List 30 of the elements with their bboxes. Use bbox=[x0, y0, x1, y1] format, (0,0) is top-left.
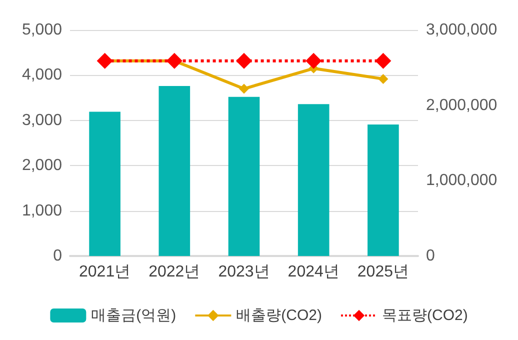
y-tick-label: 1,000 bbox=[22, 202, 62, 220]
legend-label: 목표량(CO2) bbox=[382, 307, 468, 324]
point bbox=[375, 52, 392, 69]
y-tick-label: 0 bbox=[53, 248, 62, 264]
y-tick-label: 4,000 bbox=[22, 66, 62, 84]
point bbox=[96, 52, 113, 69]
y-tick-label: 2,000 bbox=[22, 157, 62, 174]
bar bbox=[89, 112, 120, 256]
x-tick-label: 2024년 bbox=[288, 264, 340, 280]
legend-label: 매출금(억원) bbox=[91, 307, 176, 324]
bar bbox=[158, 86, 190, 256]
y-tick-label: 3,000 bbox=[22, 112, 62, 129]
bar bbox=[298, 104, 330, 256]
bar bbox=[368, 124, 399, 256]
legend-label: 배출량(CO2) bbox=[236, 307, 322, 324]
y2-tick-label: 2,000,000 bbox=[426, 96, 498, 114]
point bbox=[236, 52, 252, 69]
x-tick-label: 2023년 bbox=[218, 264, 270, 280]
x-tick-label: 2022년 bbox=[148, 264, 200, 280]
point bbox=[306, 52, 322, 69]
point bbox=[166, 52, 182, 69]
bar bbox=[228, 96, 260, 256]
point bbox=[239, 84, 249, 94]
x-tick-label: 2021년 bbox=[79, 264, 131, 280]
y2-tick-label: 1,000,000 bbox=[426, 172, 498, 190]
y-tick-label: 5,000 bbox=[22, 22, 62, 38]
x-tick-label: 2025년 bbox=[357, 264, 409, 280]
point bbox=[378, 74, 388, 84]
y2-tick-label: 0 bbox=[426, 248, 435, 264]
y2-tick-label: 3,000,000 bbox=[426, 22, 498, 38]
